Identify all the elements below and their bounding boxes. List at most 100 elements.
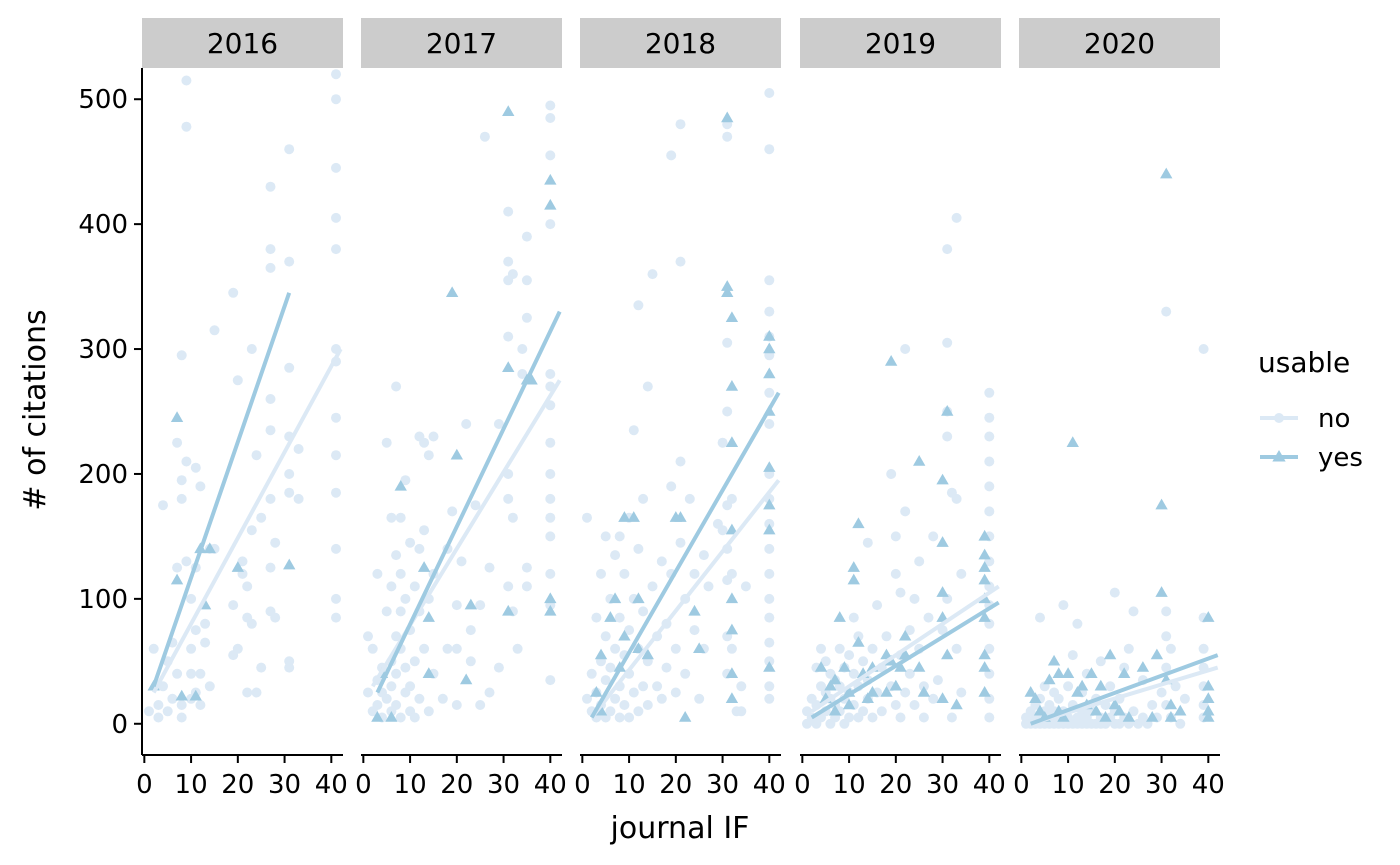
facet-strip-label: 2016: [207, 27, 278, 60]
points-group: [363, 100, 557, 723]
point-yes: [721, 286, 734, 298]
point-yes: [763, 523, 776, 535]
point-yes: [880, 648, 893, 660]
point-no: [172, 562, 183, 573]
point-yes: [1075, 679, 1089, 691]
point-no: [642, 700, 653, 710]
point-no: [923, 612, 934, 623]
point-yes: [1117, 667, 1131, 679]
point-no: [600, 631, 611, 642]
point-yes: [725, 380, 739, 391]
point-yes: [884, 355, 898, 366]
point-yes: [936, 536, 949, 547]
fit-line-no: [590, 478, 781, 719]
point-no: [167, 693, 178, 704]
point-no: [984, 412, 995, 423]
point-yes: [632, 642, 645, 654]
point-no: [493, 662, 504, 673]
x-axis-title: journal IF: [610, 811, 750, 846]
point-yes: [618, 511, 631, 522]
legend-entry-yes: yes: [1260, 443, 1363, 473]
point-yes: [502, 105, 515, 116]
point-no: [582, 693, 592, 704]
point-no: [834, 643, 845, 654]
point-no: [395, 568, 406, 579]
point-yes: [170, 411, 184, 422]
point-no: [844, 650, 855, 661]
point-no: [820, 656, 831, 667]
point-no: [872, 600, 883, 611]
point-no: [610, 693, 621, 704]
point-no: [624, 625, 635, 636]
point-no: [545, 675, 556, 686]
point-yes: [1155, 498, 1168, 510]
point-no: [942, 244, 953, 255]
point-no: [372, 568, 383, 579]
point-yes: [824, 679, 837, 691]
x-tick-label: 20: [221, 770, 254, 800]
point-yes: [1094, 679, 1107, 691]
x-axis: 0 10 20 30 40: [136, 754, 348, 800]
x-tick-label: 40: [534, 770, 567, 800]
point-yes: [422, 667, 435, 679]
point-yes: [385, 711, 398, 722]
point-yes: [833, 611, 846, 622]
y-tick-label: 200: [78, 460, 128, 490]
points-group: [582, 88, 776, 723]
point-yes: [417, 561, 431, 572]
point-yes: [1146, 711, 1159, 722]
x-axis: 0 10 20 30 40: [1013, 754, 1225, 800]
point-no: [722, 406, 733, 417]
point-yes: [422, 611, 435, 622]
point-no: [890, 568, 901, 579]
point-no: [1147, 700, 1158, 710]
point-no: [694, 693, 705, 704]
point-no: [237, 556, 248, 567]
point-yes: [450, 448, 464, 460]
point-no: [451, 700, 462, 710]
point-no: [190, 462, 201, 473]
point-yes: [170, 573, 184, 585]
point-yes: [1108, 698, 1122, 710]
point-yes: [866, 686, 879, 697]
point-no: [1105, 681, 1116, 692]
point-no: [195, 481, 206, 492]
point-yes: [763, 498, 776, 510]
point-no: [1165, 643, 1176, 654]
point-no: [331, 212, 341, 223]
legend-key-triangle: [1272, 450, 1286, 462]
x-tick-label: 30: [268, 770, 301, 800]
legend-label: yes: [1318, 443, 1363, 473]
point-no: [391, 550, 402, 561]
fit-line-no: [810, 584, 1000, 713]
point-yes: [838, 661, 851, 672]
point-no: [1156, 687, 1167, 698]
point-no: [848, 612, 859, 623]
point-no: [895, 712, 906, 723]
facet-strip: [361, 18, 562, 68]
point-no: [619, 568, 630, 579]
point-no: [386, 512, 397, 523]
point-yes: [950, 698, 963, 710]
point-no: [479, 131, 490, 142]
point-no: [1179, 693, 1190, 704]
point-no: [689, 625, 700, 636]
point-no: [265, 562, 276, 573]
point-yes: [1174, 704, 1187, 716]
point-no: [451, 600, 462, 611]
point-no: [521, 581, 532, 592]
point-no: [265, 425, 276, 436]
x-tick-label: 10: [1052, 770, 1085, 800]
point-no: [381, 437, 392, 448]
point-no: [984, 481, 995, 492]
point-no: [503, 331, 514, 342]
fit-line-yes: [589, 391, 781, 719]
point-yes: [1202, 692, 1215, 704]
point-yes: [641, 648, 654, 660]
point-no: [942, 337, 953, 348]
point-no: [610, 643, 621, 654]
point-yes: [502, 361, 515, 373]
point-no: [391, 631, 402, 642]
point-no: [740, 581, 751, 592]
point-no: [470, 500, 481, 511]
